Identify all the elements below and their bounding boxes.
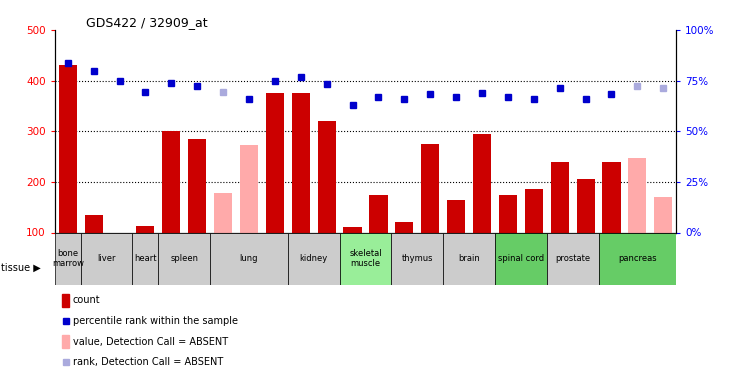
Text: spinal cord: spinal cord [498, 254, 544, 263]
Bar [162, 131, 181, 232]
Bar [211, 232, 288, 285]
Text: prostate: prostate [555, 254, 590, 263]
Text: rank, Detection Call = ABSENT: rank, Detection Call = ABSENT [72, 357, 223, 367]
Bar [395, 222, 414, 232]
Bar [137, 226, 154, 232]
Bar [499, 195, 517, 232]
Bar [317, 121, 336, 232]
Text: liver: liver [97, 254, 115, 263]
Text: skeletal
muscle: skeletal muscle [349, 249, 382, 268]
Bar [577, 179, 594, 232]
Bar [654, 197, 673, 232]
Bar [550, 162, 569, 232]
Text: tissue ▶: tissue ▶ [1, 263, 41, 273]
Bar [159, 232, 211, 285]
Bar [288, 232, 340, 285]
Bar [525, 189, 543, 232]
Bar [58, 65, 77, 232]
Bar [55, 232, 80, 285]
Bar [495, 232, 547, 285]
Bar [80, 232, 132, 285]
Bar [292, 93, 310, 232]
Text: bone
marrow: bone marrow [52, 249, 84, 268]
Bar [132, 232, 159, 285]
Bar [240, 146, 258, 232]
Text: brain: brain [458, 254, 480, 263]
Text: value, Detection Call = ABSENT: value, Detection Call = ABSENT [72, 336, 228, 346]
Bar [447, 200, 465, 232]
Text: spleen: spleen [170, 254, 198, 263]
Text: kidney: kidney [300, 254, 327, 263]
Bar [369, 195, 387, 232]
Bar [473, 134, 491, 232]
Text: heart: heart [135, 254, 156, 263]
Text: thymus: thymus [401, 254, 433, 263]
Bar [344, 227, 362, 232]
Bar [62, 335, 69, 348]
Text: percentile rank within the sample: percentile rank within the sample [72, 316, 238, 326]
Text: GDS422 / 32909_at: GDS422 / 32909_at [86, 16, 208, 29]
Bar [391, 232, 443, 285]
Text: pancreas: pancreas [618, 254, 656, 263]
Bar [188, 139, 206, 232]
Bar [599, 232, 676, 285]
Bar [421, 144, 439, 232]
Bar [62, 294, 69, 307]
Bar [340, 232, 391, 285]
Bar [85, 215, 103, 232]
Bar [602, 162, 621, 232]
Bar [214, 193, 232, 232]
Bar [547, 232, 599, 285]
Bar [628, 158, 646, 232]
Bar [443, 232, 495, 285]
Bar [266, 93, 284, 232]
Text: count: count [72, 295, 100, 305]
Text: lung: lung [240, 254, 258, 263]
